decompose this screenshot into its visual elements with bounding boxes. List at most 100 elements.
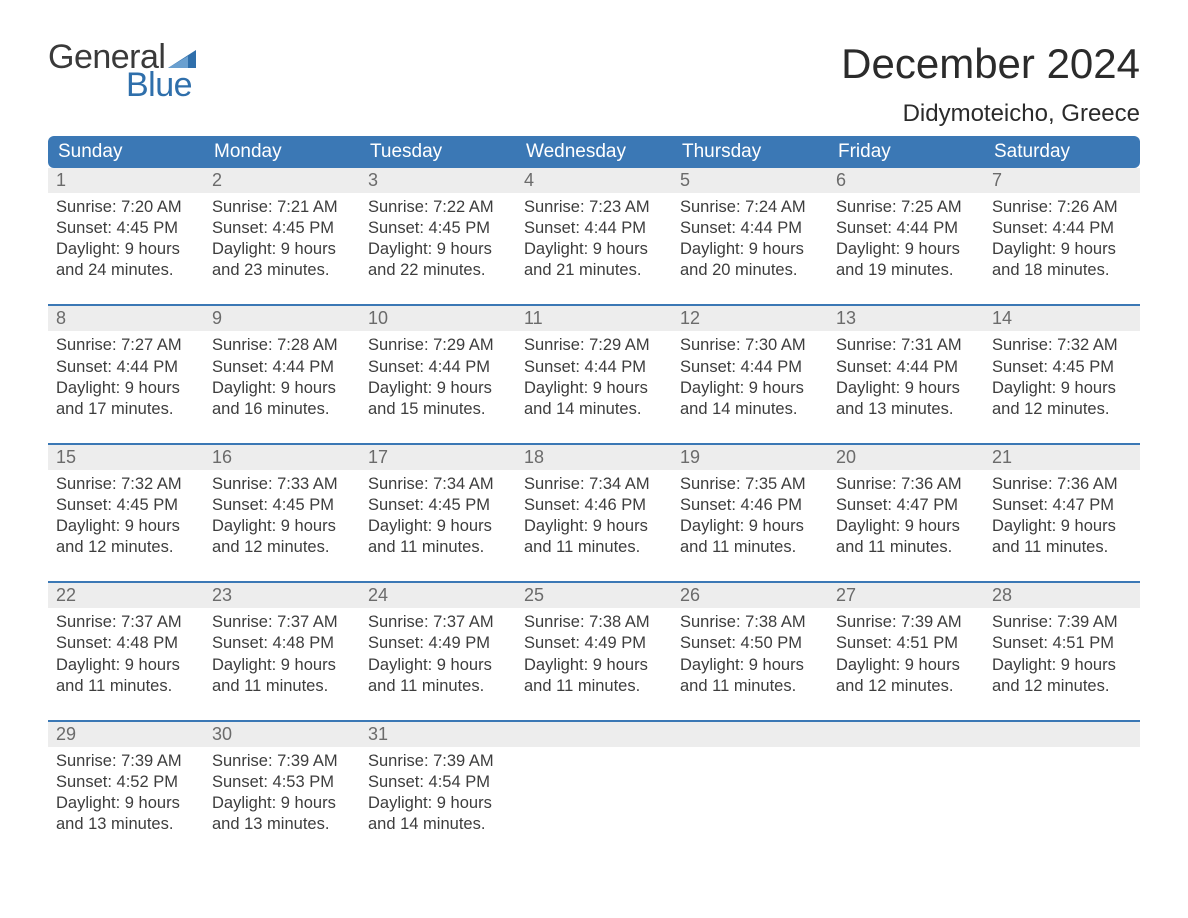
day-number: 30 xyxy=(204,721,360,747)
day-cell: Sunrise: 7:39 AMSunset: 4:52 PMDaylight:… xyxy=(48,747,204,835)
day-detail-line: Sunset: 4:49 PM xyxy=(524,633,664,654)
day-detail-line: Sunrise: 7:21 AM xyxy=(212,197,352,218)
day-detail-line: Sunset: 4:45 PM xyxy=(56,218,196,239)
day-detail-line: and 17 minutes. xyxy=(56,399,196,420)
day-cell: Sunrise: 7:39 AMSunset: 4:51 PMDaylight:… xyxy=(828,608,984,696)
day-detail-line: Daylight: 9 hours xyxy=(992,239,1132,260)
day-detail-line: Sunrise: 7:24 AM xyxy=(680,197,820,218)
day-detail-line: Daylight: 9 hours xyxy=(836,378,976,399)
daynum-row: 22232425262728 xyxy=(48,582,1140,608)
day-detail-line: Sunrise: 7:38 AM xyxy=(524,612,664,633)
day-number: 26 xyxy=(672,582,828,608)
day-detail-line: and 16 minutes. xyxy=(212,399,352,420)
day-detail-line: and 18 minutes. xyxy=(992,260,1132,281)
day-detail-line: Sunset: 4:44 PM xyxy=(524,357,664,378)
day-detail-line: Sunset: 4:45 PM xyxy=(56,495,196,516)
day-detail-line: Daylight: 9 hours xyxy=(524,516,664,537)
day-detail-line: Sunrise: 7:39 AM xyxy=(992,612,1132,633)
day-cell: Sunrise: 7:38 AMSunset: 4:49 PMDaylight:… xyxy=(516,608,672,696)
day-detail-line: Sunset: 4:44 PM xyxy=(56,357,196,378)
day-detail-line: Sunset: 4:52 PM xyxy=(56,772,196,793)
day-cell: Sunrise: 7:39 AMSunset: 4:54 PMDaylight:… xyxy=(360,747,516,835)
day-detail-line: and 24 minutes. xyxy=(56,260,196,281)
day-detail-line: Sunset: 4:44 PM xyxy=(212,357,352,378)
day-cell: Sunrise: 7:38 AMSunset: 4:50 PMDaylight:… xyxy=(672,608,828,696)
day-number: 19 xyxy=(672,444,828,470)
day-header: Monday xyxy=(204,136,360,168)
day-cell: Sunrise: 7:20 AMSunset: 4:45 PMDaylight:… xyxy=(48,193,204,281)
day-number: 21 xyxy=(984,444,1140,470)
day-detail-line: Daylight: 9 hours xyxy=(836,655,976,676)
day-detail-line: Sunrise: 7:34 AM xyxy=(524,474,664,495)
day-number: 9 xyxy=(204,305,360,331)
day-cell: Sunrise: 7:39 AMSunset: 4:51 PMDaylight:… xyxy=(984,608,1140,696)
day-detail-line: Sunrise: 7:32 AM xyxy=(56,474,196,495)
day-detail-line: Sunrise: 7:26 AM xyxy=(992,197,1132,218)
day-detail-line: Sunset: 4:49 PM xyxy=(368,633,508,654)
day-content-row: Sunrise: 7:39 AMSunset: 4:52 PMDaylight:… xyxy=(48,747,1140,835)
brand-logo: General Blue xyxy=(48,40,196,102)
day-detail-line: Daylight: 9 hours xyxy=(992,655,1132,676)
day-detail-line: Sunrise: 7:20 AM xyxy=(56,197,196,218)
day-detail-line: and 11 minutes. xyxy=(368,537,508,558)
day-header: Wednesday xyxy=(516,136,672,168)
day-cell: Sunrise: 7:27 AMSunset: 4:44 PMDaylight:… xyxy=(48,331,204,419)
day-number xyxy=(828,721,984,747)
day-cell: Sunrise: 7:37 AMSunset: 4:48 PMDaylight:… xyxy=(48,608,204,696)
day-number: 5 xyxy=(672,168,828,193)
day-header: Thursday xyxy=(672,136,828,168)
day-detail-line: Daylight: 9 hours xyxy=(56,378,196,399)
day-detail-line: Sunrise: 7:36 AM xyxy=(992,474,1132,495)
day-header: Sunday xyxy=(48,136,204,168)
day-header: Tuesday xyxy=(360,136,516,168)
day-cell xyxy=(672,747,828,835)
day-cell: Sunrise: 7:23 AMSunset: 4:44 PMDaylight:… xyxy=(516,193,672,281)
day-detail-line: Sunrise: 7:27 AM xyxy=(56,335,196,356)
day-cell: Sunrise: 7:34 AMSunset: 4:45 PMDaylight:… xyxy=(360,470,516,558)
day-header: Saturday xyxy=(984,136,1140,168)
day-detail-line: and 11 minutes. xyxy=(524,676,664,697)
day-detail-line: Daylight: 9 hours xyxy=(56,655,196,676)
day-cell: Sunrise: 7:36 AMSunset: 4:47 PMDaylight:… xyxy=(828,470,984,558)
day-detail-line: and 11 minutes. xyxy=(680,676,820,697)
day-detail-line: Daylight: 9 hours xyxy=(56,239,196,260)
day-detail-line: and 23 minutes. xyxy=(212,260,352,281)
day-detail-line: Sunrise: 7:39 AM xyxy=(212,751,352,772)
day-detail-line: and 20 minutes. xyxy=(680,260,820,281)
day-detail-line: and 12 minutes. xyxy=(56,537,196,558)
day-detail-line: Sunrise: 7:29 AM xyxy=(368,335,508,356)
day-number: 2 xyxy=(204,168,360,193)
day-number: 25 xyxy=(516,582,672,608)
day-detail-line: Sunset: 4:46 PM xyxy=(524,495,664,516)
day-detail-line: and 12 minutes. xyxy=(992,676,1132,697)
day-detail-line: Sunset: 4:45 PM xyxy=(368,495,508,516)
day-number xyxy=(516,721,672,747)
day-cell xyxy=(828,747,984,835)
day-detail-line: Daylight: 9 hours xyxy=(56,516,196,537)
day-detail-line: and 11 minutes. xyxy=(56,676,196,697)
page-header: General Blue December 2024 Didymoteicho,… xyxy=(48,40,1140,128)
day-detail-line: Sunset: 4:47 PM xyxy=(992,495,1132,516)
day-cell: Sunrise: 7:33 AMSunset: 4:45 PMDaylight:… xyxy=(204,470,360,558)
day-number: 22 xyxy=(48,582,204,608)
day-content-row: Sunrise: 7:37 AMSunset: 4:48 PMDaylight:… xyxy=(48,608,1140,696)
day-number: 6 xyxy=(828,168,984,193)
day-detail-line: Sunrise: 7:29 AM xyxy=(524,335,664,356)
day-detail-line: Sunrise: 7:34 AM xyxy=(368,474,508,495)
day-detail-line: and 11 minutes. xyxy=(680,537,820,558)
day-detail-line: Sunrise: 7:33 AM xyxy=(212,474,352,495)
day-detail-line: Daylight: 9 hours xyxy=(524,378,664,399)
day-detail-line: Sunset: 4:48 PM xyxy=(56,633,196,654)
day-detail-line: Daylight: 9 hours xyxy=(212,516,352,537)
title-block: December 2024 Didymoteicho, Greece xyxy=(841,40,1140,128)
day-cell: Sunrise: 7:28 AMSunset: 4:44 PMDaylight:… xyxy=(204,331,360,419)
day-cell xyxy=(984,747,1140,835)
day-detail-line: Sunrise: 7:38 AM xyxy=(680,612,820,633)
day-detail-line: Sunrise: 7:32 AM xyxy=(992,335,1132,356)
day-number: 20 xyxy=(828,444,984,470)
day-detail-line: Sunrise: 7:37 AM xyxy=(368,612,508,633)
day-cell: Sunrise: 7:39 AMSunset: 4:53 PMDaylight:… xyxy=(204,747,360,835)
day-detail-line: and 12 minutes. xyxy=(836,676,976,697)
day-detail-line: and 11 minutes. xyxy=(992,537,1132,558)
day-cell: Sunrise: 7:26 AMSunset: 4:44 PMDaylight:… xyxy=(984,193,1140,281)
